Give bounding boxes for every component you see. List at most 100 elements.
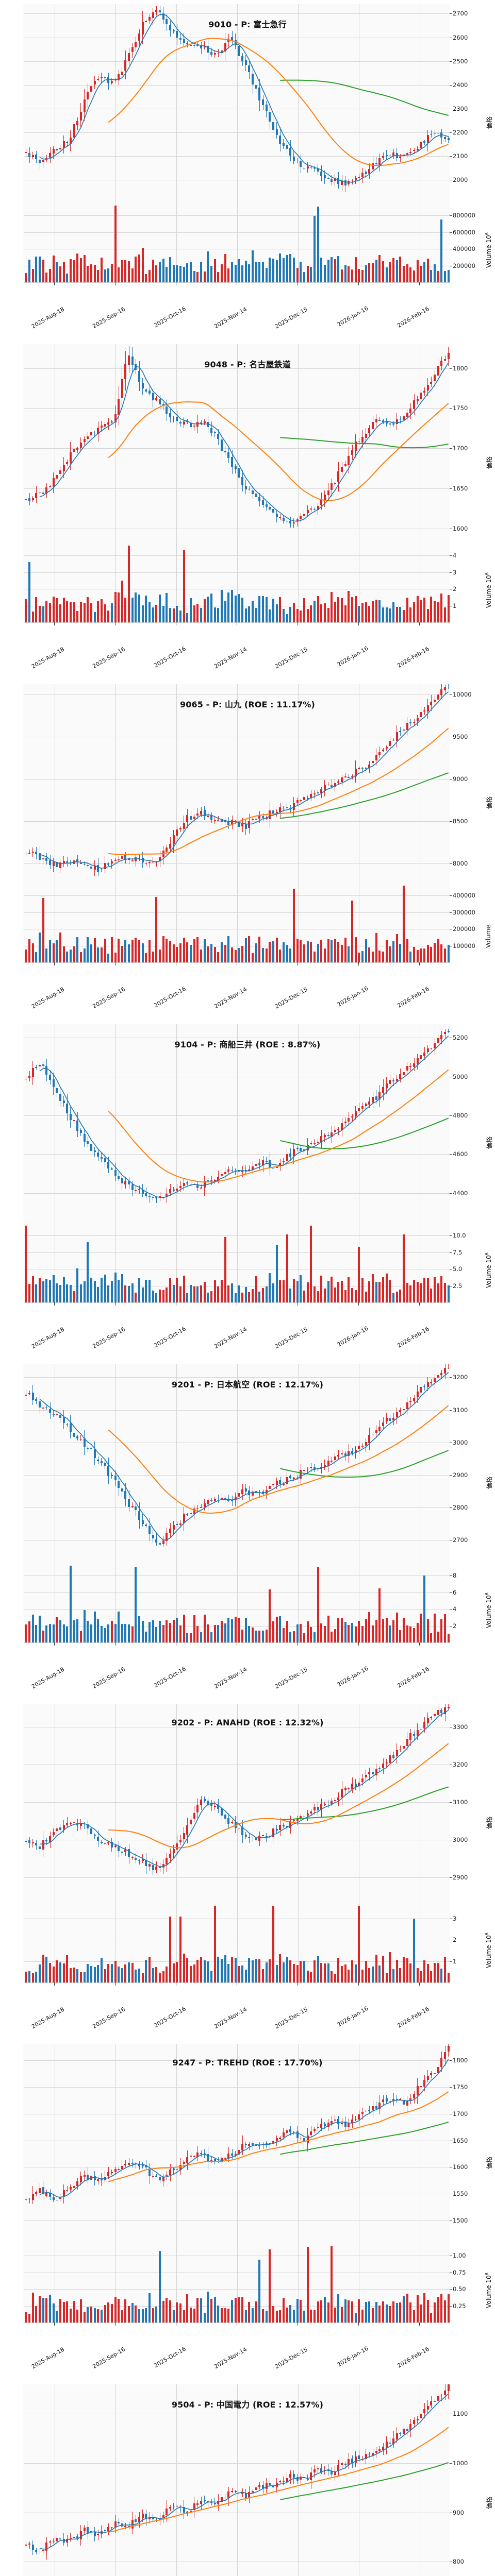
- y-gridline: [24, 2087, 450, 2088]
- x-gridline: [176, 2044, 177, 2323]
- price-pane: [24, 344, 450, 536]
- y-tick-label-volume: 10.0: [450, 1232, 466, 1240]
- chart-block: 9065 - P: 山九 (ROE : 11.17%) 8000 8500 9000 9…: [0, 680, 495, 1020]
- y-tick-label-volume: 2: [449, 585, 457, 593]
- y-tick-label-price: 1100: [449, 2410, 468, 2418]
- y-axis-title-price: 価格: [486, 1816, 493, 1829]
- y-gridline: [24, 368, 450, 369]
- y-tick-label-volume: 2: [449, 1622, 457, 1630]
- volume-pane: [24, 1556, 450, 1642]
- x-tick-mark: [419, 1982, 420, 1986]
- x-tick-label: 2026-Jan-16: [336, 645, 370, 668]
- plot-area: [24, 4, 450, 282]
- volume-gridline: [24, 232, 450, 233]
- chart-block: 9010 - P: 富士急行 2000 2100 2200 2300 2400 2500 26…: [0, 0, 495, 340]
- x-tick-mark: [419, 1642, 420, 1646]
- y-tick-label-volume: 200000: [450, 262, 475, 269]
- volume-unit-label: 106: [485, 232, 492, 245]
- y-tick-label-volume: 100000: [450, 942, 475, 950]
- x-gridline: [176, 4, 177, 282]
- moving-average-overlay: [39, 691, 449, 869]
- volume-pane: [24, 2236, 450, 2323]
- x-tick-label: 2025-Sep-16: [91, 2346, 126, 2370]
- y-gridline: [24, 1802, 450, 1803]
- x-gridline: [176, 684, 177, 962]
- x-tick-label: 2025-Sep-16: [91, 306, 126, 330]
- x-gridline: [298, 344, 299, 622]
- chart-block: 9504 - P: 中国電力 (ROE : 12.57%) 800 900 1000 1…: [0, 2380, 495, 2576]
- x-gridline: [298, 4, 299, 282]
- y-tick-label-price: 1000: [449, 2460, 468, 2467]
- moving-average-overlay: [39, 2059, 449, 2198]
- y-tick-label-price: 800: [450, 2558, 464, 2566]
- x-gridline: [176, 1704, 177, 1982]
- y-tick-label-volume: 4: [449, 1605, 457, 1613]
- y-tick-label-price: 1800: [449, 364, 468, 372]
- y-gridline: [24, 408, 450, 409]
- plot-area: [24, 684, 450, 962]
- y-tick-label-price: 1550: [449, 2190, 468, 2198]
- x-tick-label: 2025-Nov-14: [212, 646, 249, 670]
- volume-unit-label: 106: [485, 1252, 492, 1265]
- y-tick-label-volume: 4: [449, 552, 457, 560]
- y-tick-label-price: 8000: [449, 860, 468, 868]
- x-tick-label: 2025-Aug-18: [30, 1666, 66, 1690]
- moving-average-overlay: [40, 1710, 449, 1868]
- x-tick-label: 2025-Sep-16: [91, 1666, 126, 1690]
- y-tick-label-price: 2100: [449, 152, 468, 160]
- volume-gridline: [24, 1961, 450, 1962]
- moving-average-overlay: [39, 1372, 449, 1540]
- y-tick-label-price: 2400: [449, 81, 468, 89]
- y-gridline: [24, 13, 450, 14]
- x-tick-label: 2026-Jan-16: [336, 2005, 370, 2028]
- y-axis-title-price: 価格: [486, 1476, 493, 1489]
- x-tick-label: 2026-Jan-16: [336, 2345, 370, 2368]
- y-tick-label-price: 2000: [449, 176, 468, 183]
- x-tick-mark: [419, 622, 420, 625]
- x-tick-mark: [115, 2323, 116, 2326]
- y-axis-title-price: 価格: [486, 2156, 493, 2169]
- x-tick-label: 2026-Jan-16: [336, 1325, 370, 1348]
- x-tick-label: 2025-Nov-14: [212, 306, 249, 330]
- x-tick-label: 2026-Feb-16: [396, 1665, 431, 1689]
- y-axis-title-volume: Volume 106: [485, 1933, 492, 1968]
- y-gridline: [24, 1193, 450, 1194]
- x-tick-mark: [54, 622, 55, 625]
- y-tick-label-volume: 2: [449, 1936, 457, 1944]
- x-gridline: [237, 1704, 238, 1982]
- y-gridline: [24, 1115, 450, 1116]
- volume-pane: [24, 1216, 450, 1302]
- y-gridline: [24, 61, 450, 62]
- y-tick-label-price: 3000: [449, 1438, 468, 1446]
- price-pane: [24, 4, 450, 196]
- x-tick-mark: [54, 1982, 55, 1986]
- x-tick-label: 2025-Nov-14: [212, 2346, 249, 2370]
- x-tick-mark: [358, 282, 359, 285]
- y-tick-label-volume: 3: [449, 1914, 457, 1922]
- x-tick-label: 2025-Oct-16: [153, 305, 187, 329]
- y-gridline: [24, 2463, 450, 2464]
- y-tick-label-volume: 0.50: [450, 2285, 466, 2293]
- y-tick-label-price: 10000: [450, 690, 472, 698]
- x-tick-label: 2025-Oct-16: [153, 2005, 187, 2029]
- x-tick-mark: [358, 622, 359, 625]
- chart-block: 9247 - P: TREHD (ROE : 17.70%) 1500 1550 16…: [0, 2040, 495, 2380]
- x-gridline: [176, 2384, 177, 2576]
- y-tick-label-price: 1700: [449, 445, 468, 452]
- y-gridline: [24, 1410, 450, 1411]
- x-tick-label: 2025-Sep-16: [91, 646, 126, 670]
- volume-gridline: [24, 1592, 450, 1593]
- y-axis-title-volume: Volume 106: [485, 572, 492, 608]
- x-gridline: [176, 1364, 177, 1642]
- price-pane: [24, 1364, 450, 1556]
- y-gridline: [24, 488, 450, 489]
- x-tick-label: 2025-Nov-14: [212, 1326, 249, 1350]
- x-gridline: [237, 344, 238, 622]
- y-tick-label-volume: 5.0: [449, 1265, 463, 1273]
- y-tick-label-volume: 1.00: [450, 2252, 466, 2260]
- y-axis-title-price: 価格: [486, 1136, 493, 1149]
- volume-pane: [24, 196, 450, 282]
- x-gridline: [176, 1024, 177, 1302]
- plot-area: [24, 344, 450, 622]
